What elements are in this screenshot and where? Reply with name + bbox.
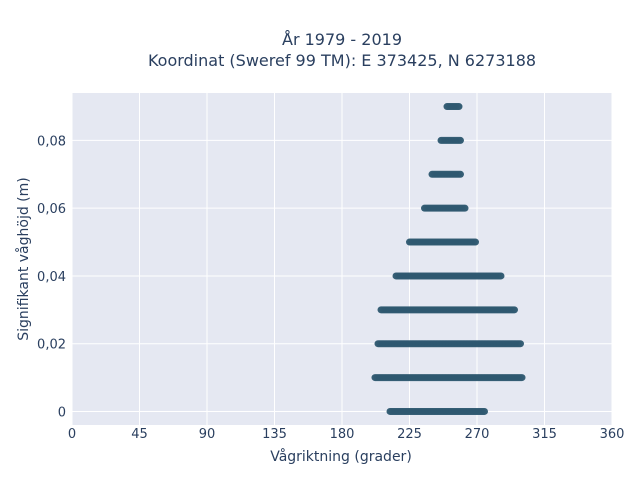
data-point bbox=[461, 204, 469, 212]
y-tick-label: 0 bbox=[58, 405, 66, 420]
x-tick-label: 135 bbox=[262, 427, 287, 442]
y-tick-label: 0,08 bbox=[37, 134, 66, 149]
x-axis-title: Vågriktning (grader) bbox=[270, 448, 412, 465]
y-axis-title: Signifikant våghöjd (m) bbox=[15, 177, 32, 340]
data-point bbox=[517, 340, 524, 347]
data-point bbox=[481, 408, 488, 415]
chart-title-line1: År 1979 - 2019 bbox=[282, 30, 402, 49]
data-point bbox=[511, 306, 518, 314]
x-tick-label: 180 bbox=[330, 427, 355, 442]
data-point bbox=[457, 137, 464, 144]
y-tick-label: 0,02 bbox=[37, 338, 66, 353]
data-point bbox=[472, 238, 479, 246]
x-tick-label: 270 bbox=[465, 427, 490, 442]
chart-title-line2: Koordinat (Sweref 99 TM): E 373425, N 62… bbox=[148, 51, 536, 70]
x-tick-label: 315 bbox=[532, 427, 557, 442]
data-point bbox=[497, 272, 505, 280]
x-tick-label: 45 bbox=[131, 427, 148, 442]
data-point bbox=[518, 374, 526, 381]
data-points bbox=[371, 103, 526, 415]
y-tick-label: 0,04 bbox=[37, 270, 66, 285]
y-tick-label: 0,06 bbox=[37, 202, 66, 217]
y-tick-labels: 0 0,02 0,04 0,06 0,08 bbox=[37, 134, 66, 420]
x-tick-label: 0 bbox=[68, 427, 76, 442]
data-point bbox=[455, 103, 463, 110]
x-tick-label: 90 bbox=[199, 427, 216, 442]
x-tick-label: 360 bbox=[600, 427, 625, 442]
data-point bbox=[457, 171, 464, 178]
x-tick-labels: 0 45 90 135 180 225 270 315 360 bbox=[68, 427, 625, 442]
x-tick-label: 225 bbox=[397, 427, 422, 442]
